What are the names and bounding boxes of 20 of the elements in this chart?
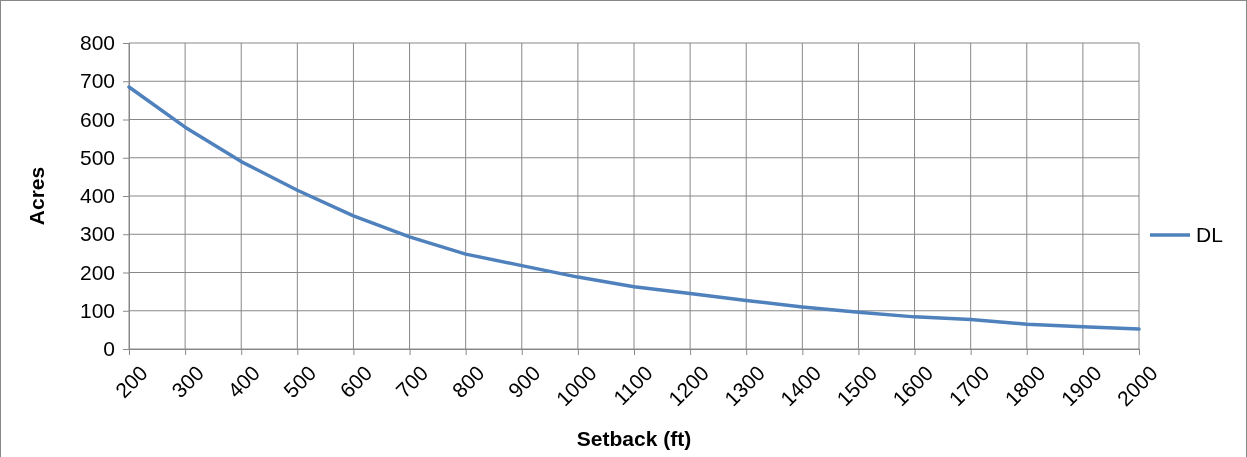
- y-tick-label: 700: [79, 69, 115, 93]
- x-axis-title: Setback (ft): [576, 427, 692, 450]
- y-tick-label: 400: [79, 184, 115, 208]
- y-tick-label: 800: [79, 31, 115, 55]
- y-tick-label: 100: [79, 298, 115, 322]
- x-tick-label: 300: [166, 361, 208, 403]
- y-tick-label: 0: [103, 337, 115, 361]
- y-tick-label: 200: [79, 260, 115, 284]
- x-tick-label: 600: [335, 361, 377, 403]
- x-tick-label: 200: [110, 361, 152, 403]
- y-tick-label: 300: [79, 222, 115, 246]
- x-tick-label: 400: [223, 361, 265, 403]
- x-tick-label: 900: [503, 361, 545, 403]
- x-tick-label: 800: [447, 361, 489, 403]
- x-tick-label: 500: [279, 361, 321, 403]
- y-axis-title: Acres: [25, 166, 48, 226]
- x-tick-label: 700: [391, 361, 433, 403]
- y-tick-label: 600: [79, 107, 115, 131]
- legend-label: DL: [1196, 223, 1223, 247]
- y-tick-label: 500: [79, 145, 115, 169]
